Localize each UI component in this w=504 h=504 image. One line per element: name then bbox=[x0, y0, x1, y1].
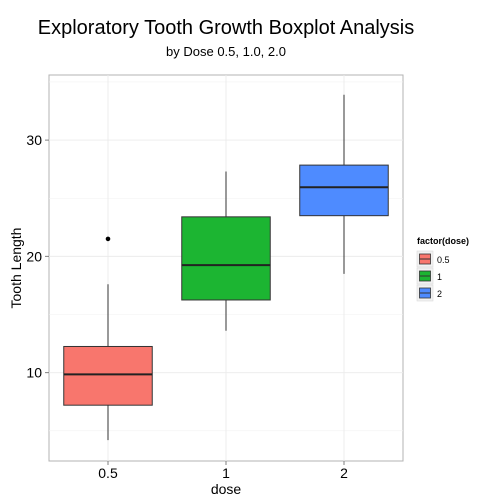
x-axis: 0.5 1 2 bbox=[98, 461, 348, 481]
legend-label: 0.5 bbox=[437, 255, 450, 265]
legend-item-2: 2 bbox=[416, 284, 442, 302]
legend-item-0.5: 0.5 bbox=[416, 250, 450, 268]
legend-label: 2 bbox=[437, 289, 442, 299]
legend: factor(dose) 0.5 1 2 bbox=[416, 236, 469, 302]
x-tick-label: 0.5 bbox=[98, 465, 118, 481]
outlier-point bbox=[105, 236, 111, 242]
y-tick-label: 10 bbox=[26, 365, 42, 381]
box bbox=[63, 345, 153, 406]
boxplot-2 bbox=[299, 94, 389, 274]
x-tick-label: 1 bbox=[222, 465, 230, 481]
boxplot-1 bbox=[181, 171, 271, 331]
y-axis-title: Tooth Length bbox=[8, 228, 24, 309]
chart-title: Exploratory Tooth Growth Boxplot Analysi… bbox=[38, 17, 414, 39]
chart-subtitle: by Dose 0.5, 1.0, 2.0 bbox=[166, 44, 286, 59]
legend-item-1: 1 bbox=[416, 267, 442, 285]
boxplot-0.5 bbox=[63, 236, 153, 441]
y-tick-label: 30 bbox=[26, 132, 42, 148]
box bbox=[299, 164, 389, 217]
legend-title: factor(dose) bbox=[417, 236, 469, 246]
box bbox=[181, 216, 271, 301]
x-tick-label: 2 bbox=[340, 465, 348, 481]
y-tick-label: 20 bbox=[26, 248, 42, 264]
x-axis-title: dose bbox=[211, 481, 242, 497]
legend-label: 1 bbox=[437, 272, 442, 282]
boxplots bbox=[63, 94, 389, 441]
y-axis: 10 20 30 bbox=[26, 132, 49, 381]
